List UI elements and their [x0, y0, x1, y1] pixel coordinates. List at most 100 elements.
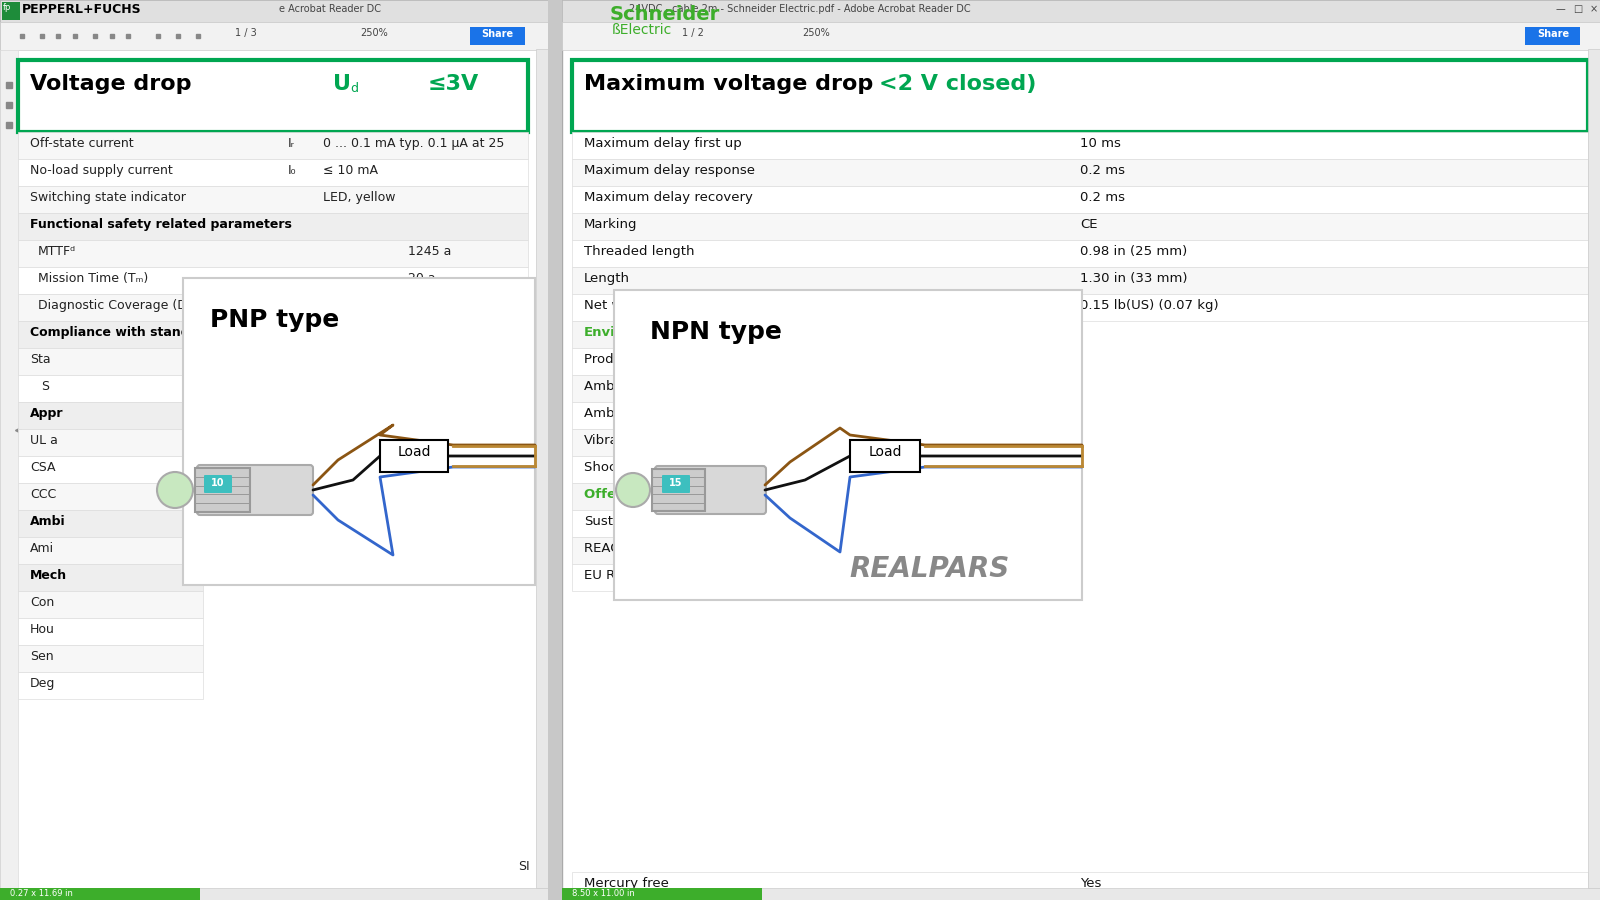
- Bar: [18, 186, 528, 213]
- Bar: [573, 240, 1587, 267]
- Bar: [182, 278, 534, 585]
- Text: 0.2 ms: 0.2 ms: [1080, 191, 1125, 204]
- Text: Hou: Hou: [30, 623, 54, 636]
- Text: CCC: CCC: [30, 488, 56, 501]
- Text: 10: 10: [211, 478, 224, 488]
- Bar: [562, 888, 762, 900]
- Text: Ambi: Ambi: [30, 515, 66, 528]
- Bar: [18, 510, 203, 537]
- Bar: [18, 618, 203, 645]
- Bar: [573, 132, 1587, 159]
- Text: Sen: Sen: [30, 650, 54, 663]
- Text: 0.98 in (25 mm): 0.98 in (25 mm): [1080, 245, 1187, 258]
- Bar: [18, 591, 203, 618]
- Text: 0 %: 0 %: [408, 299, 432, 312]
- Text: Product c: Product c: [584, 353, 646, 366]
- Text: CE: CE: [1080, 218, 1098, 231]
- Bar: [573, 564, 1080, 591]
- Text: Diagnostic Coverage (DC): Diagnostic Coverage (DC): [38, 299, 200, 312]
- Text: Maximum delay first up: Maximum delay first up: [584, 137, 742, 150]
- Bar: [18, 321, 528, 348]
- Text: LED, yellow: LED, yellow: [323, 191, 395, 204]
- Text: 1.30 in (33 mm): 1.30 in (33 mm): [1080, 272, 1187, 285]
- Bar: [573, 213, 1587, 240]
- Bar: [18, 456, 203, 483]
- Text: fp: fp: [3, 3, 11, 12]
- Bar: [562, 0, 1600, 22]
- Bar: [18, 159, 528, 186]
- Text: —: —: [1555, 4, 1565, 14]
- Text: Sta: Sta: [30, 353, 51, 366]
- Text: 8.50 x 11.00 in: 8.50 x 11.00 in: [573, 889, 635, 898]
- Text: PNP type: PNP type: [210, 308, 339, 332]
- Text: Maximum delay recovery: Maximum delay recovery: [584, 191, 754, 204]
- Text: 15: 15: [669, 478, 683, 488]
- FancyBboxPatch shape: [654, 466, 766, 514]
- Bar: [18, 537, 203, 564]
- FancyBboxPatch shape: [205, 475, 232, 493]
- Text: 10 ms: 10 ms: [1080, 137, 1122, 150]
- Text: Ambient s: Ambient s: [584, 407, 651, 420]
- Bar: [536, 49, 547, 888]
- Bar: [18, 240, 528, 267]
- Bar: [547, 0, 562, 900]
- Text: 1 / 2: 1 / 2: [682, 28, 704, 38]
- Bar: [0, 50, 18, 900]
- Text: Con: Con: [30, 596, 54, 609]
- Bar: [573, 429, 1080, 456]
- Bar: [18, 672, 203, 699]
- Bar: [653, 469, 706, 511]
- Text: Net weight: Net weight: [584, 299, 656, 312]
- Text: Off-state current: Off-state current: [30, 137, 134, 150]
- Bar: [18, 267, 528, 294]
- Text: 250%: 250%: [360, 28, 387, 38]
- Text: Appr: Appr: [30, 407, 64, 420]
- Bar: [573, 348, 1080, 375]
- Text: 0.27 x 11.69 in: 0.27 x 11.69 in: [10, 889, 74, 898]
- Text: Environ: Environ: [584, 326, 642, 339]
- Text: Yes: Yes: [1080, 877, 1101, 890]
- Circle shape: [157, 472, 194, 508]
- Text: Maximum delay response: Maximum delay response: [584, 164, 755, 177]
- Bar: [2, 2, 19, 20]
- Bar: [0, 888, 200, 900]
- Text: Sustaina: Sustaina: [584, 515, 642, 528]
- Bar: [573, 483, 1080, 510]
- Text: Shock re: Shock re: [584, 461, 642, 474]
- Bar: [18, 429, 203, 456]
- Bar: [0, 888, 547, 900]
- Text: EU RoHS: EU RoHS: [584, 569, 642, 582]
- Bar: [18, 213, 528, 240]
- Text: PEPPERL+FUCHS: PEPPERL+FUCHS: [22, 3, 142, 16]
- Text: Length: Length: [584, 272, 630, 285]
- Bar: [573, 267, 1587, 294]
- Bar: [614, 290, 1082, 600]
- Text: Vibration: Vibration: [584, 434, 645, 447]
- Text: REACh h: REACh h: [584, 542, 640, 555]
- Bar: [573, 159, 1587, 186]
- Bar: [0, 22, 547, 50]
- Text: CSA: CSA: [30, 461, 56, 474]
- Text: 24VDC - cable 2m - Schneider Electric.pdf - Adobe Acrobat Reader DC: 24VDC - cable 2m - Schneider Electric.pd…: [629, 4, 971, 14]
- Bar: [195, 468, 250, 512]
- Text: Threaded length: Threaded length: [584, 245, 694, 258]
- Text: NPN type: NPN type: [650, 320, 782, 344]
- Text: Offer S: Offer S: [584, 488, 637, 501]
- Text: e Acrobat Reader DC: e Acrobat Reader DC: [278, 4, 381, 14]
- Text: Load: Load: [869, 445, 902, 459]
- Text: S: S: [30, 380, 50, 393]
- Text: ≤3V: ≤3V: [429, 74, 480, 94]
- Bar: [573, 872, 1587, 899]
- Bar: [18, 60, 528, 132]
- Text: Switching state indicator: Switching state indicator: [30, 191, 186, 204]
- Bar: [562, 888, 1600, 900]
- Bar: [1525, 27, 1581, 45]
- Text: Iᵣ: Iᵣ: [288, 137, 294, 150]
- Text: 20 a: 20 a: [408, 272, 435, 285]
- Text: <2 V closed): <2 V closed): [878, 74, 1037, 94]
- Bar: [573, 456, 1080, 483]
- Bar: [470, 27, 525, 45]
- Text: 1245 a: 1245 a: [408, 245, 451, 258]
- Text: Deg: Deg: [30, 677, 56, 690]
- Text: Mission Time (Tₘ): Mission Time (Tₘ): [38, 272, 149, 285]
